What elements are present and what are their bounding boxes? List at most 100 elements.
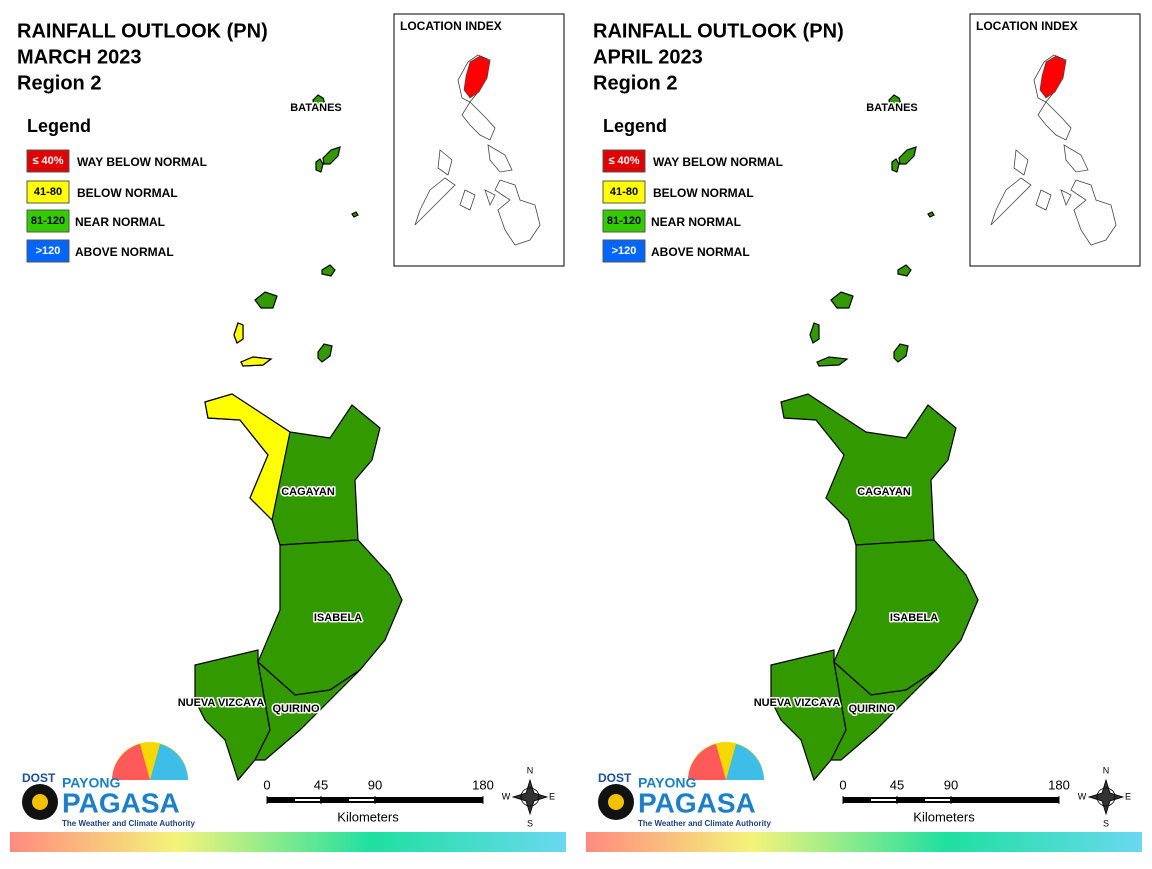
province-area bbox=[888, 94, 902, 110]
logo-seal-inner bbox=[32, 794, 48, 810]
province-area bbox=[816, 356, 849, 367]
scale-tick-label: 45 bbox=[890, 777, 904, 792]
compass-label: N bbox=[1103, 765, 1110, 775]
province-area bbox=[891, 158, 900, 173]
logo-umbrella-left bbox=[112, 744, 150, 780]
scale-tick-label: 180 bbox=[1048, 777, 1070, 792]
compass-label: N bbox=[527, 765, 534, 775]
logo-brand-top: PAYONG bbox=[638, 775, 696, 791]
legend-label: 41-80 bbox=[610, 186, 638, 198]
logo-umbrella-right bbox=[726, 744, 764, 780]
inset-frame bbox=[969, 13, 1141, 267]
legend-description: NEAR NORMAL bbox=[75, 215, 165, 229]
province-area bbox=[322, 146, 341, 165]
scale-tick-label: 180 bbox=[472, 777, 494, 792]
province-area bbox=[897, 264, 912, 277]
province-area bbox=[927, 211, 935, 218]
compass-label: W bbox=[1078, 791, 1087, 801]
logo-agency: DOST bbox=[598, 771, 632, 785]
province-area bbox=[315, 158, 324, 173]
footer-band bbox=[586, 832, 1142, 852]
legend-swatch bbox=[602, 149, 646, 173]
scale-bar-segment bbox=[349, 799, 374, 801]
inset-highlight bbox=[1039, 55, 1067, 99]
legend-swatch bbox=[26, 239, 70, 263]
legend-description: ABOVE NORMAL bbox=[75, 245, 174, 259]
province-area bbox=[317, 343, 333, 363]
scale-tick-label: 90 bbox=[368, 777, 382, 792]
legend-description: ABOVE NORMAL bbox=[651, 245, 750, 259]
compass-label: S bbox=[1103, 818, 1109, 828]
province-label: BATANES bbox=[290, 102, 342, 114]
legend-swatch bbox=[602, 209, 646, 233]
legend-description: WAY BELOW NORMAL bbox=[77, 155, 207, 169]
logo-tagline: The Weather and Climate Authority bbox=[638, 819, 771, 828]
legend-description: WAY BELOW NORMAL bbox=[653, 155, 783, 169]
inset-title: LOCATION INDEX bbox=[976, 19, 1078, 33]
province-area bbox=[254, 291, 278, 309]
legend-title: Legend bbox=[603, 116, 667, 136]
province-area bbox=[809, 322, 820, 344]
legend-swatch bbox=[602, 239, 646, 263]
legend-swatch bbox=[26, 180, 70, 204]
logo-tagline: The Weather and Climate Authority bbox=[62, 819, 195, 828]
legend-description: BELOW NORMAL bbox=[77, 186, 178, 200]
legend-title: Legend bbox=[27, 116, 91, 136]
legend-swatch bbox=[26, 209, 70, 233]
partial-area bbox=[240, 356, 273, 367]
province-label: CAGAYAN bbox=[857, 486, 911, 498]
scale-unit: Kilometers bbox=[337, 809, 399, 824]
province-area bbox=[780, 393, 957, 546]
province-area bbox=[254, 660, 361, 761]
province-label: NUEVA VIZCAYA bbox=[178, 697, 265, 709]
compass-label: W bbox=[502, 791, 511, 801]
compass-rose bbox=[511, 778, 549, 816]
scale-tick-label: 0 bbox=[839, 777, 846, 792]
title-line: Region 2 bbox=[17, 72, 101, 94]
legend-label: 41-80 bbox=[34, 186, 62, 198]
scale-unit: Kilometers bbox=[913, 809, 975, 824]
partial-area bbox=[233, 322, 244, 344]
legend-swatch bbox=[26, 149, 70, 173]
province-area bbox=[194, 649, 271, 782]
scale-tick-label: 0 bbox=[263, 777, 270, 792]
footer-band bbox=[10, 832, 566, 852]
compass-ring bbox=[520, 787, 540, 807]
compass-label: E bbox=[1125, 791, 1131, 801]
legend-description: NEAR NORMAL bbox=[651, 215, 741, 229]
province-label: CAGAYAN bbox=[281, 486, 335, 498]
logo-brand-top: PAYONG bbox=[62, 775, 120, 791]
logo-agency: DOST bbox=[22, 771, 56, 785]
province-label: NUEVA VIZCAYA bbox=[754, 697, 841, 709]
province-area bbox=[321, 264, 336, 277]
province-label: QUIRINO bbox=[272, 703, 320, 715]
province-area bbox=[893, 343, 909, 363]
title-line: RAINFALL OUTLOOK (PN) bbox=[17, 20, 268, 42]
compass-rose bbox=[1087, 778, 1125, 816]
map-panel: RAINFALL OUTLOOK (PN) MARCH 2023 Region 2 L… bbox=[10, 13, 566, 852]
compass-label: S bbox=[527, 818, 533, 828]
legend-description: BELOW NORMAL bbox=[653, 186, 754, 200]
logo-umbrella-right bbox=[150, 744, 188, 780]
province-area bbox=[770, 649, 847, 782]
compass-ring bbox=[1096, 787, 1116, 807]
logo-umbrella-left bbox=[688, 744, 726, 780]
inset-highlight bbox=[463, 55, 491, 99]
map-panel: RAINFALL OUTLOOK (PN) APRIL 2023 Region 2 L… bbox=[586, 13, 1142, 852]
title-line: RAINFALL OUTLOOK (PN) bbox=[593, 20, 844, 42]
logo-brand: PAGASA bbox=[62, 787, 180, 818]
province-label: ISABELA bbox=[314, 612, 362, 624]
province-area bbox=[351, 211, 359, 218]
province-area bbox=[312, 94, 326, 110]
scale-bar-segment bbox=[925, 799, 950, 801]
legend-label: >120 bbox=[612, 245, 637, 257]
legend-label: ≤ 40% bbox=[608, 155, 639, 167]
legend-label: 81-120 bbox=[31, 215, 65, 227]
province-area bbox=[830, 291, 854, 309]
scale-bar-segment bbox=[871, 799, 896, 801]
scale-bar-segment bbox=[295, 799, 320, 801]
logo-brand: PAGASA bbox=[638, 787, 756, 818]
scale-tick-label: 90 bbox=[944, 777, 958, 792]
legend-label: >120 bbox=[36, 245, 61, 257]
